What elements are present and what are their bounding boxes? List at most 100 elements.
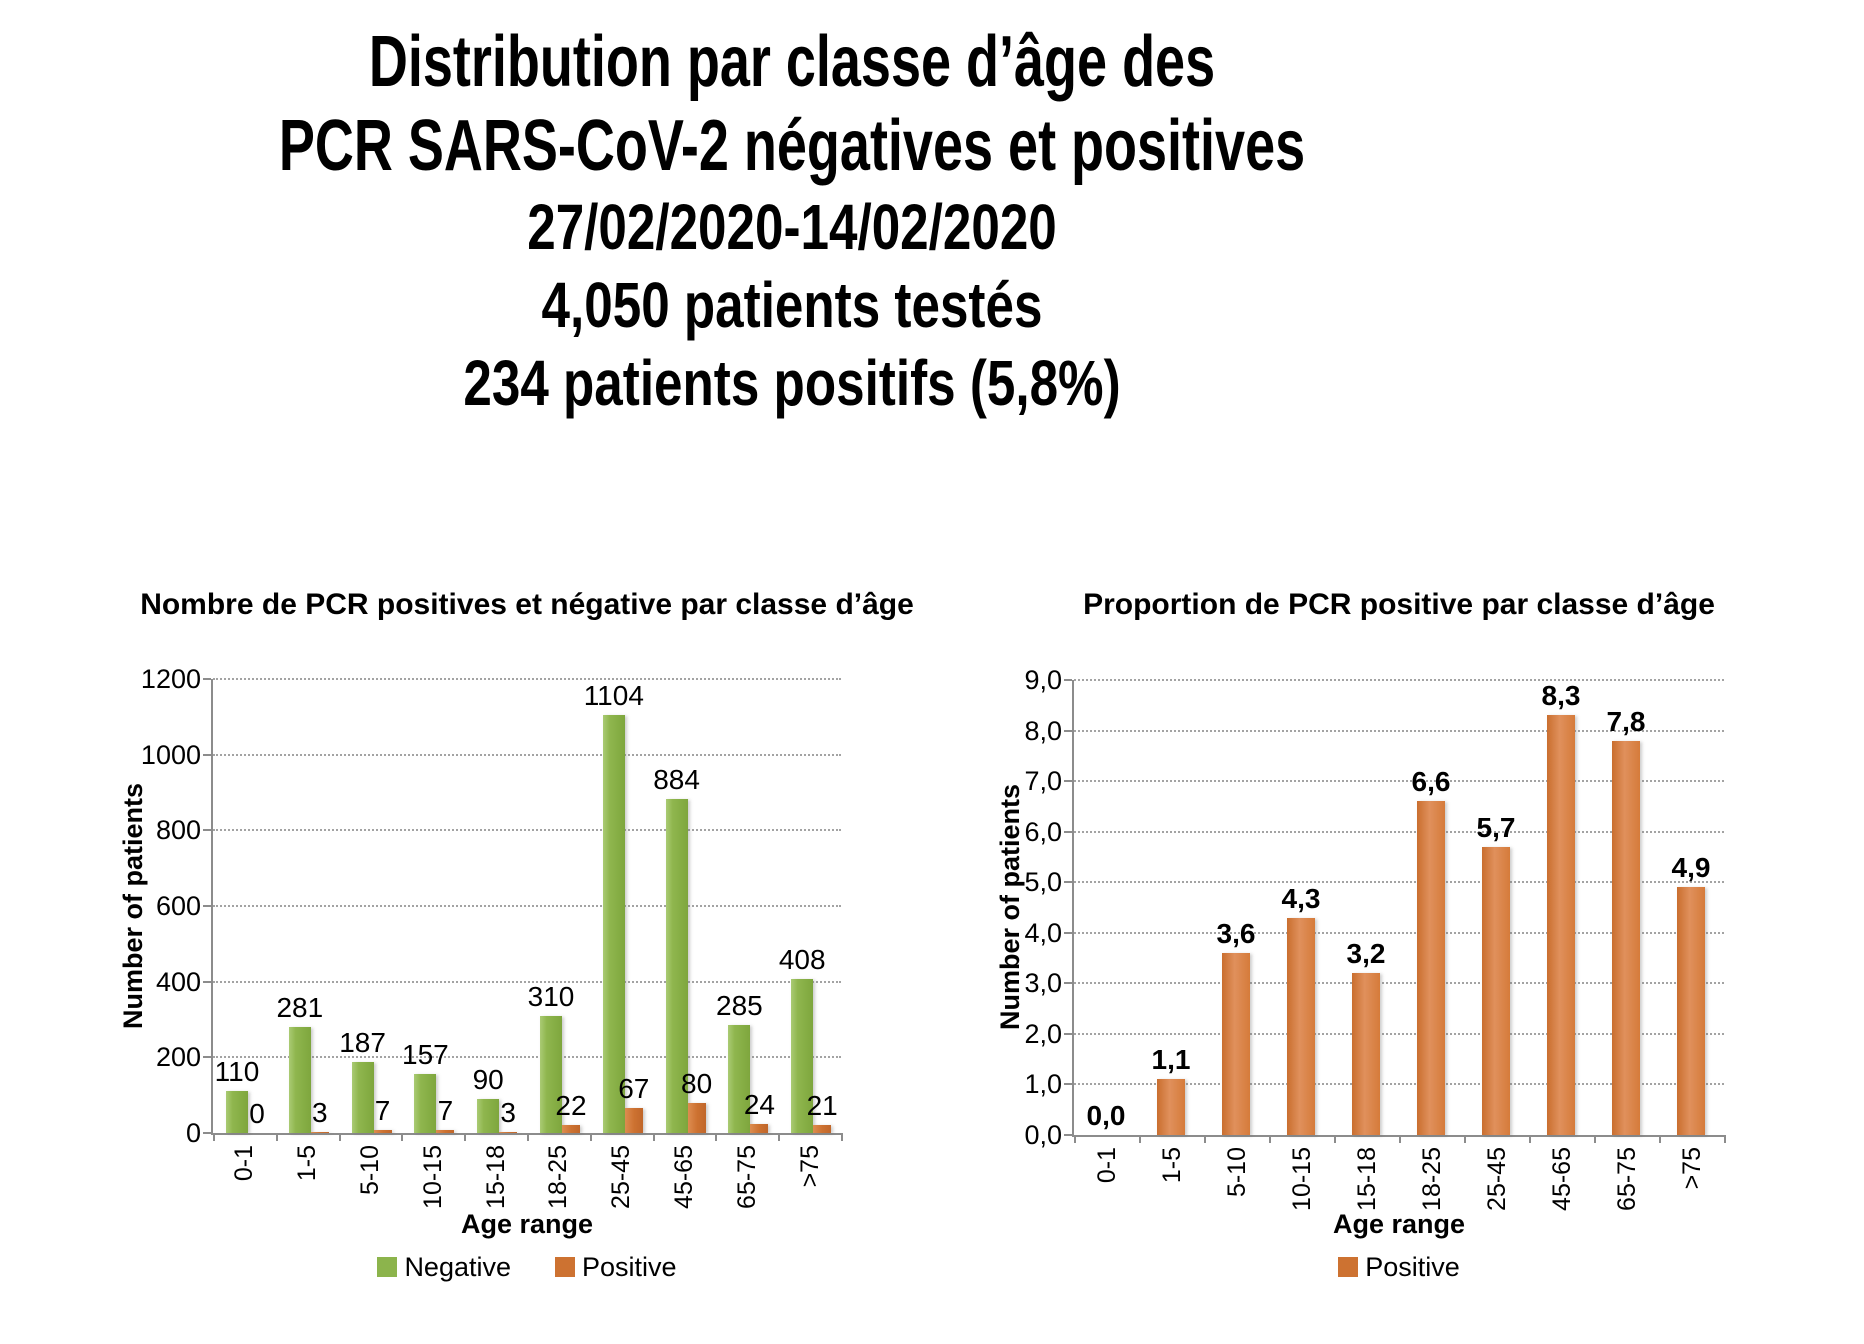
legend-label-positive: Positive [1365, 1251, 1460, 1282]
value-label: 67 [618, 1072, 650, 1104]
value-label: 5,7 [1476, 811, 1516, 843]
bar-positive [1482, 846, 1510, 1135]
x-tick-label: 25-45 [1482, 1147, 1511, 1211]
y-tick-label: 0 [185, 1118, 201, 1148]
y-axis-tick [203, 980, 211, 983]
title-line-3: 27/02/2020-14/02/2020 [527, 191, 1057, 263]
x-tick-label: 45-65 [1547, 1147, 1576, 1211]
bar-positive [1352, 973, 1380, 1135]
x-tick-label: 0-1 [1092, 1147, 1121, 1184]
y-axis-tick [203, 678, 211, 680]
title-line-1: Distribution par classe d’âge des [368, 22, 1216, 102]
gridline [1074, 780, 1724, 783]
y-axis-tick [1064, 830, 1072, 833]
x-tick-label: 1-5 [1157, 1147, 1186, 1184]
gridline [1074, 830, 1724, 833]
bar-positive [1222, 953, 1250, 1135]
value-label: 90 [472, 1063, 504, 1095]
x-axis-tick [1204, 1135, 1206, 1143]
y-axis-tick [203, 829, 211, 832]
y-tick-label: 6,0 [1024, 816, 1062, 847]
bar-positive [373, 1130, 392, 1133]
value-label: 7 [437, 1095, 454, 1127]
y-tick-label: 7,0 [1024, 766, 1062, 797]
positive-swatch-icon [555, 1257, 576, 1277]
value-label: 7 [374, 1095, 391, 1127]
gridline [1074, 729, 1724, 732]
y-axis-tick [1064, 1134, 1072, 1136]
bar-negative [602, 715, 625, 1133]
counts-chart-title: Nombre de PCR positives et négative par … [140, 588, 914, 621]
x-axis-tick [275, 1133, 278, 1141]
value-label: 884 [653, 763, 700, 795]
y-tick-label: 8,0 [1024, 715, 1062, 746]
bar-negative [477, 1098, 500, 1133]
gridline [1074, 1083, 1724, 1086]
bar-negative [414, 1073, 437, 1133]
x-axis-tick [1139, 1135, 1141, 1143]
x-tick-label: 65-75 [1612, 1147, 1641, 1211]
counts-legend: Negative Positive [213, 1252, 841, 1282]
gridline [213, 905, 841, 907]
value-label: 285 [716, 990, 763, 1022]
y-tick-label: 1,0 [1024, 1069, 1062, 1100]
proportion-x-axis-title: Age range [1332, 1209, 1466, 1239]
value-label: 408 [778, 943, 826, 975]
y-tick-label: 800 [155, 815, 201, 846]
gridline [213, 678, 841, 680]
gridline [1074, 931, 1724, 934]
value-label: 0 [249, 1098, 265, 1129]
y-axis-tick [1064, 679, 1072, 681]
bar-positive [624, 1107, 643, 1133]
value-label: 6,6 [1411, 766, 1451, 798]
value-label: 7,8 [1606, 705, 1646, 737]
y-axis-tick [1064, 1083, 1072, 1086]
gridline [213, 980, 841, 983]
positive-swatch-icon [1338, 1257, 1359, 1277]
gridline [1074, 1032, 1724, 1035]
legend-label-positive: Positive [582, 1251, 677, 1282]
y-axis-tick [1064, 881, 1072, 884]
x-axis-tick [1529, 1135, 1531, 1143]
value-label: 80 [681, 1067, 713, 1099]
y-axis-line [1072, 680, 1074, 1137]
y-tick-label: 3,0 [1024, 968, 1062, 999]
legend-item-positive: Positive [555, 1252, 677, 1283]
value-label: 3,2 [1346, 938, 1386, 970]
bar-negative [728, 1025, 751, 1133]
bar-negative [288, 1026, 311, 1133]
bar-positive [310, 1131, 329, 1133]
x-axis-tick [338, 1133, 341, 1141]
bar-positive [499, 1131, 518, 1133]
bar-positive [1157, 1079, 1185, 1135]
x-axis-tick [589, 1133, 592, 1141]
value-label: 1,1 [1151, 1044, 1191, 1076]
bar-positive [562, 1124, 580, 1133]
value-label: 310 [527, 980, 575, 1012]
x-axis-tick [527, 1133, 529, 1141]
x-axis-tick [841, 1133, 843, 1141]
value-label: 4,9 [1671, 852, 1711, 884]
bar-positive [436, 1130, 455, 1133]
title-line-2: PCR SARS-CoV-2 négatives et positives [278, 106, 1306, 186]
slide-title: Distribution par classe d’âge des PCR SA… [0, 20, 1584, 422]
counts-x-axis-title: Age range [460, 1209, 594, 1239]
x-axis-tick [1724, 1135, 1726, 1143]
y-tick-label: 5,0 [1024, 867, 1062, 898]
x-axis-tick [401, 1133, 404, 1141]
x-axis-tick [213, 1133, 215, 1141]
x-axis-tick [778, 1133, 781, 1141]
y-tick-label: 200 [155, 1042, 201, 1073]
y-axis-tick [1064, 982, 1072, 985]
bar-positive [750, 1123, 769, 1133]
y-axis-tick [1064, 729, 1072, 732]
bar-negative [351, 1062, 374, 1133]
y-axis-tick [203, 1132, 211, 1134]
legend-item-negative: Negative [377, 1252, 511, 1283]
value-label: 0,0 [1086, 1100, 1126, 1131]
y-tick-label: 4,0 [1024, 917, 1062, 948]
bar-positive [1417, 801, 1445, 1135]
gridline [213, 829, 841, 832]
